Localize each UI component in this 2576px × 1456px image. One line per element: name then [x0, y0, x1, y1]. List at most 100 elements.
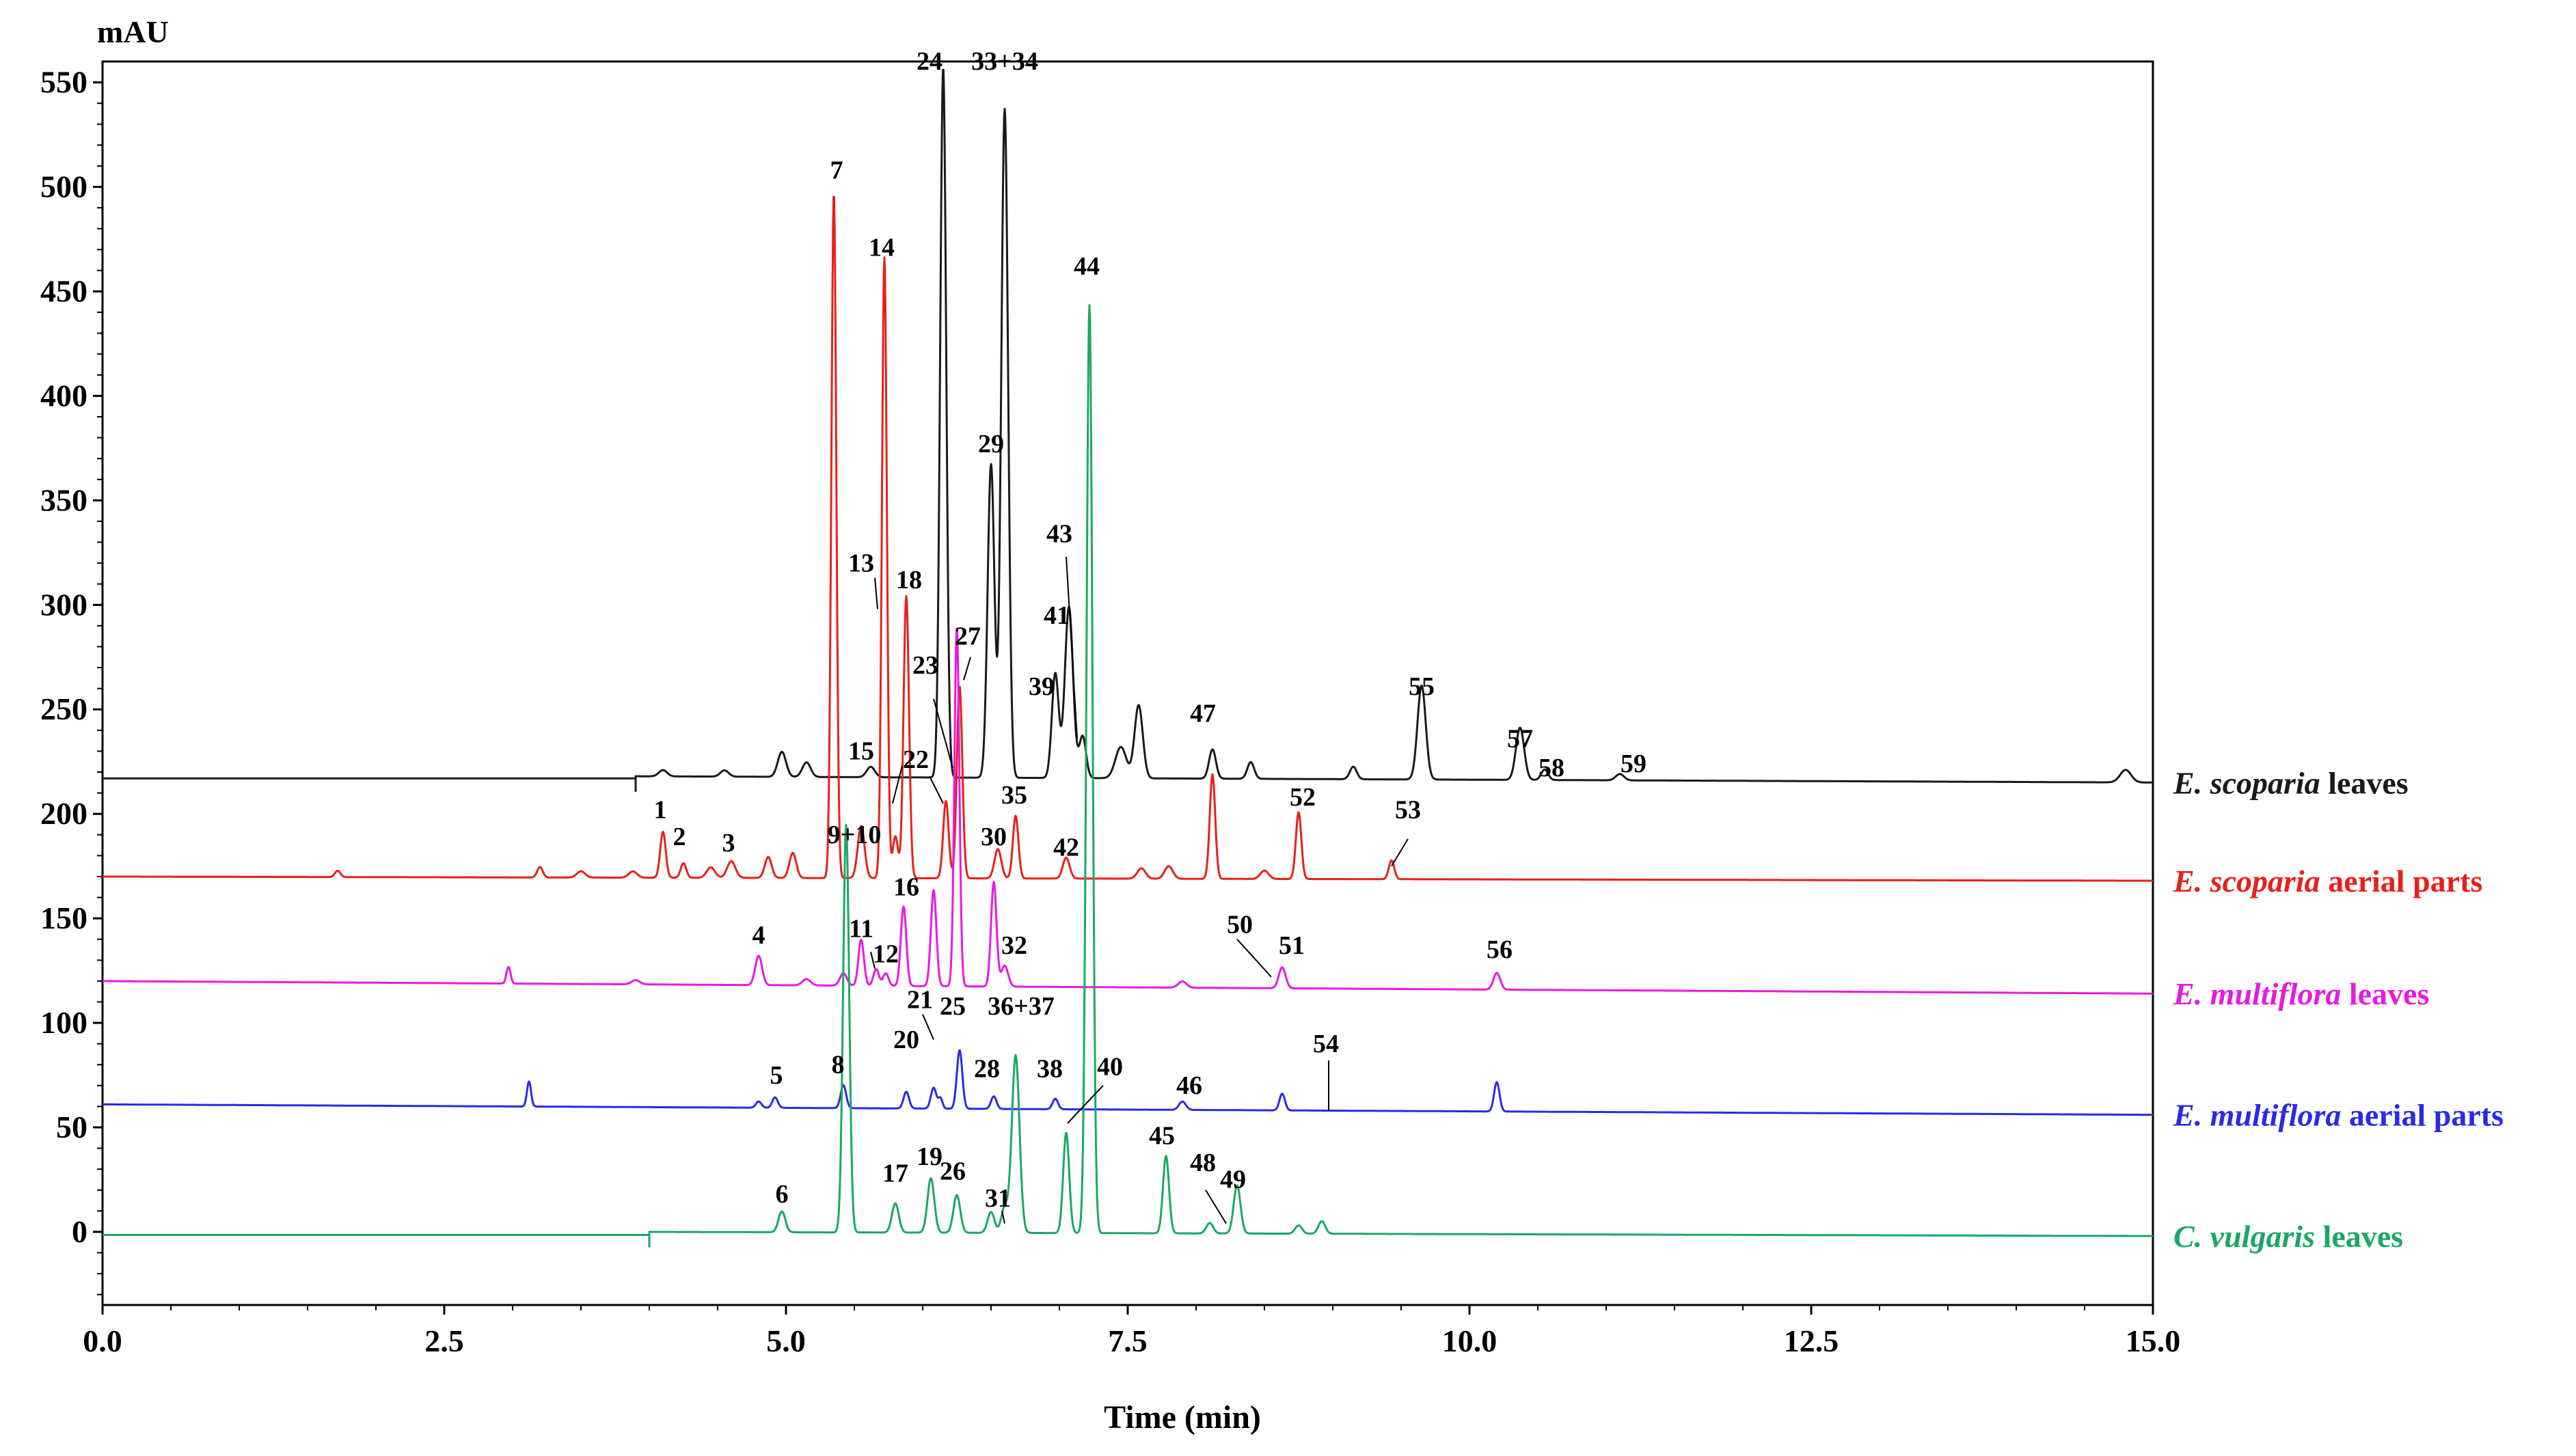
- y-tick-label: 450: [40, 273, 87, 308]
- peak-label: 30: [981, 823, 1007, 851]
- legend-part: aerial parts: [2341, 1098, 2504, 1133]
- peak-label: 8: [832, 1050, 845, 1079]
- peak-label: 23: [912, 651, 938, 680]
- peak-label: 53: [1395, 795, 1421, 824]
- legend-entry: E. multiflora leaves: [2173, 976, 2429, 1011]
- y-tick-label: 350: [40, 482, 87, 517]
- x-tick-label: 15.0: [2126, 1323, 2181, 1358]
- peak-label: 11: [849, 915, 873, 944]
- peak-label: 31: [985, 1184, 1011, 1213]
- trace-line: [103, 68, 2154, 792]
- peak-label: 47: [1190, 700, 1216, 728]
- peak-label: 21: [907, 986, 933, 1015]
- peak-leader-line: [1067, 1085, 1104, 1124]
- peak-label: 52: [1290, 783, 1316, 812]
- peak-label: 15: [848, 737, 874, 766]
- peak-label: 13: [848, 549, 874, 577]
- peak-label: 56: [1487, 935, 1513, 964]
- peak-label: 5: [770, 1061, 783, 1090]
- peak-label: 41: [1044, 601, 1070, 630]
- peak-label: 24: [917, 47, 943, 76]
- legend-part: leaves: [2320, 765, 2409, 800]
- peak-label: 40: [1097, 1053, 1123, 1082]
- y-tick-label: 300: [40, 587, 87, 622]
- peak-leader-line: [1391, 838, 1409, 867]
- peak-label: 16: [893, 873, 919, 901]
- y-tick-label: 200: [40, 796, 87, 831]
- x-tick-label: 2.5: [424, 1323, 464, 1358]
- legend-entry: E. scoparia aerial parts: [2173, 864, 2482, 898]
- peak-label: 2: [673, 823, 686, 851]
- peak-label: 39: [1029, 672, 1055, 701]
- legend-species: E. scoparia: [2173, 864, 2320, 898]
- peak-leader-line: [933, 698, 953, 769]
- y-tick-label: 500: [40, 169, 87, 204]
- peak-label: 54: [1313, 1030, 1339, 1058]
- peak-leader-line: [922, 1014, 934, 1040]
- trace-line: [102, 628, 2154, 995]
- peak-label: 48: [1190, 1149, 1216, 1177]
- peak-label: 26: [940, 1157, 966, 1185]
- peak-label: 12: [873, 939, 899, 968]
- peak-leader-line: [874, 577, 878, 609]
- x-tick-label: 12.5: [1784, 1323, 1839, 1358]
- peak-label: 51: [1279, 931, 1305, 960]
- peak-label: 32: [1001, 931, 1027, 960]
- peak-label: 9+10: [828, 821, 882, 849]
- peak-label: 46: [1176, 1071, 1202, 1100]
- peak-label: 57: [1507, 724, 1533, 753]
- peak-label: 29: [978, 430, 1004, 458]
- peak-label: 38: [1037, 1055, 1063, 1084]
- peak-leader-line: [929, 775, 944, 804]
- y-axis-label: mAU: [97, 14, 169, 49]
- y-tick-label: 100: [40, 1005, 87, 1040]
- y-tick-label: 150: [40, 901, 87, 935]
- legend-part: leaves: [2341, 976, 2429, 1011]
- peak-label: 58: [1538, 754, 1564, 782]
- peak-leader-line: [892, 765, 903, 804]
- peak-label: 7: [830, 156, 843, 184]
- peak-label: 36+37: [988, 992, 1055, 1021]
- peak-leader-line: [870, 951, 876, 969]
- peak-label: 55: [1409, 672, 1435, 701]
- peak-label: 50: [1227, 911, 1253, 939]
- peak-label: 33+34: [971, 47, 1038, 76]
- peak-leader-line: [1001, 1211, 1005, 1224]
- y-tick-label: 0: [72, 1214, 87, 1249]
- peak-leader-line: [963, 657, 971, 681]
- plot-frame: [101, 60, 2154, 1306]
- peak-label: 27: [955, 622, 981, 650]
- peak-leader-line: [1236, 939, 1272, 978]
- trace-line: [102, 195, 2154, 882]
- peak-label: 17: [882, 1159, 908, 1188]
- peak-label: 28: [974, 1055, 1000, 1084]
- legend-species: E. multiflora: [2173, 1098, 2341, 1133]
- peak-label: 1: [654, 795, 667, 824]
- legend-entry: E. scoparia leaves: [2173, 765, 2409, 800]
- peak-label: 3: [722, 829, 735, 857]
- peak-label: 20: [893, 1026, 919, 1054]
- trace-line: [103, 304, 2154, 1248]
- peak-label: 14: [869, 233, 895, 262]
- x-axis-label: Time (min): [1104, 1399, 1261, 1436]
- x-tick-label: 10.0: [1442, 1323, 1497, 1358]
- peak-leader-line: [1066, 556, 1078, 739]
- peak-label: 6: [776, 1180, 789, 1209]
- x-tick-label: 5.0: [766, 1323, 806, 1358]
- peak-label: 25: [940, 992, 966, 1021]
- peak-label: 43: [1046, 520, 1072, 549]
- legend-part: aerial parts: [2320, 864, 2483, 898]
- y-tick-label: 50: [56, 1110, 87, 1144]
- legend-species: C. vulgaris: [2173, 1219, 2315, 1254]
- peak-leader-line: [1205, 1190, 1227, 1224]
- peak-label: 4: [753, 921, 765, 950]
- legend-entry: E. multiflora aerial parts: [2173, 1098, 2504, 1133]
- peak-label: 42: [1053, 833, 1079, 862]
- legend-species: E. multiflora: [2173, 976, 2341, 1011]
- peak-label: 44: [1074, 252, 1100, 281]
- y-tick-label: 400: [40, 378, 87, 413]
- peak-label: 18: [896, 566, 922, 594]
- peak-label: 22: [903, 745, 929, 774]
